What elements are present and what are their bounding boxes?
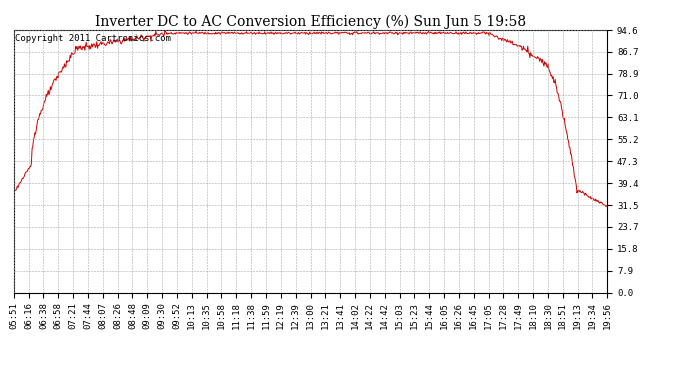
Title: Inverter DC to AC Conversion Efficiency (%) Sun Jun 5 19:58: Inverter DC to AC Conversion Efficiency …	[95, 15, 526, 29]
Text: Copyright 2011 Cartronics.com: Copyright 2011 Cartronics.com	[15, 34, 171, 43]
